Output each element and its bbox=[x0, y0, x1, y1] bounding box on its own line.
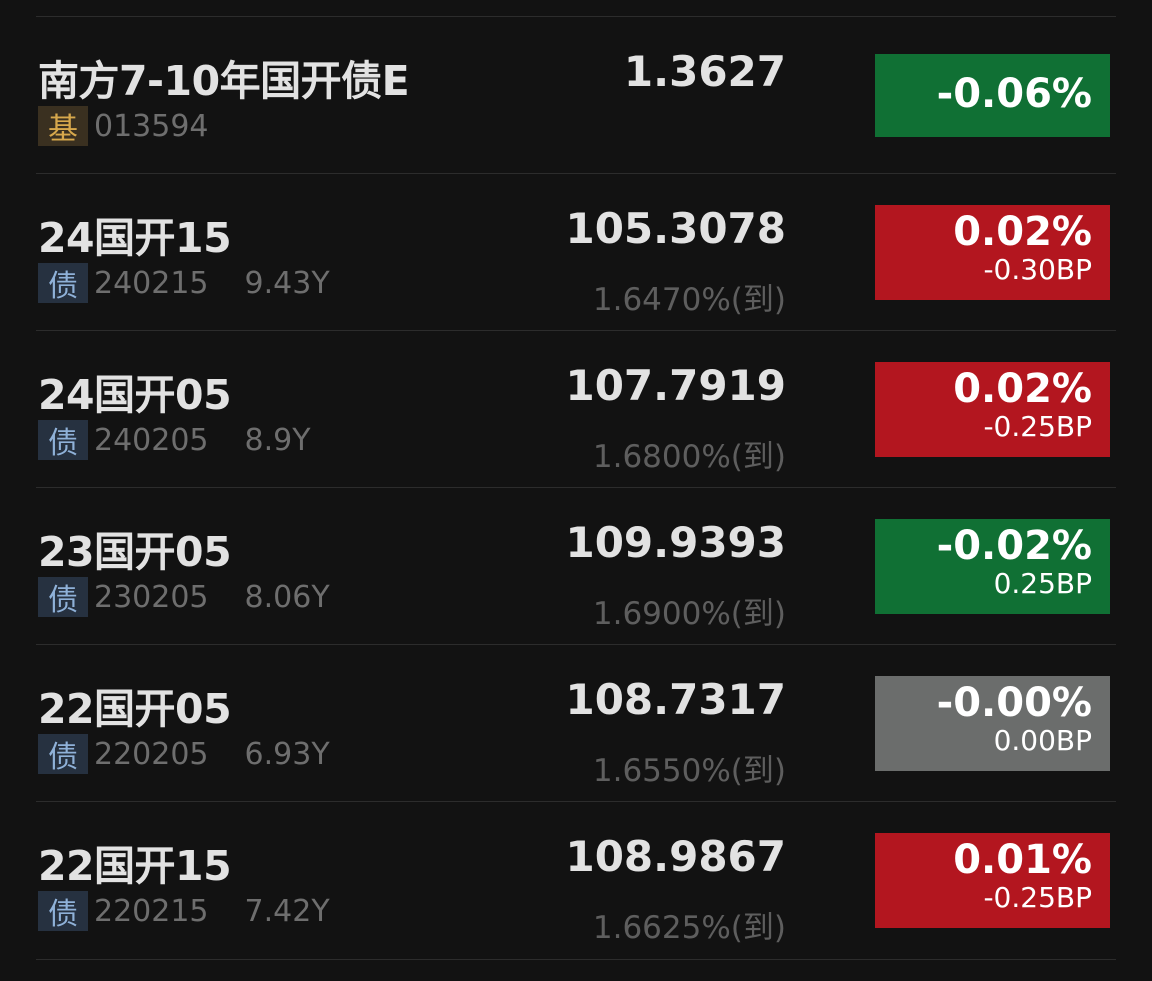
change-box[interactable]: -0.00% 0.00BP bbox=[875, 676, 1110, 771]
price: 108.9867 bbox=[565, 832, 786, 881]
change-box[interactable]: 0.01% -0.25BP bbox=[875, 833, 1110, 928]
change-bp: -0.25BP bbox=[983, 410, 1092, 443]
security-name: 22国开05 bbox=[38, 685, 232, 733]
price: 109.9393 bbox=[565, 518, 786, 567]
change-box[interactable]: -0.06% bbox=[875, 54, 1110, 137]
security-name: 24国开15 bbox=[38, 214, 232, 262]
security-name: 22国开15 bbox=[38, 842, 232, 890]
security-meta: 债 220215 7.42Y bbox=[38, 891, 330, 932]
remaining-term: 8.9Y bbox=[244, 422, 311, 458]
security-meta: 债 230205 8.06Y bbox=[38, 577, 330, 618]
security-code: 220215 bbox=[94, 893, 209, 929]
change-percent: -0.02% bbox=[936, 523, 1092, 569]
change-percent: 0.02% bbox=[953, 366, 1092, 412]
price: 107.7919 bbox=[565, 361, 786, 410]
change-bp: 0.25BP bbox=[993, 567, 1092, 600]
price: 108.7317 bbox=[565, 675, 786, 724]
change-box[interactable]: 0.02% -0.25BP bbox=[875, 362, 1110, 457]
change-percent: -0.00% bbox=[936, 680, 1092, 726]
quote-row[interactable]: 22国开05 债 220205 6.93Y 108.7317 1.6550%(到… bbox=[36, 644, 1116, 802]
bond-type-badge: 债 bbox=[38, 891, 88, 932]
quote-row[interactable]: 24国开05 债 240205 8.9Y 107.7919 1.6800%(到)… bbox=[36, 330, 1116, 488]
change-percent: 0.01% bbox=[953, 837, 1092, 883]
remaining-term: 6.93Y bbox=[244, 736, 330, 772]
security-code: 240215 bbox=[94, 265, 209, 301]
security-name: 24国开05 bbox=[38, 371, 232, 419]
price: 105.3078 bbox=[565, 204, 786, 253]
remaining-term: 7.42Y bbox=[244, 893, 330, 929]
bond-type-badge: 债 bbox=[38, 577, 88, 618]
security-code: 220205 bbox=[94, 736, 209, 772]
security-code: 013594 bbox=[94, 108, 209, 144]
quote-row[interactable]: 24国开15 债 240215 9.43Y 105.3078 1.6470%(到… bbox=[36, 173, 1116, 331]
change-box[interactable]: -0.02% 0.25BP bbox=[875, 519, 1110, 614]
yield-to-maturity: 1.6550%(到) bbox=[592, 753, 786, 789]
security-code: 230205 bbox=[94, 579, 209, 615]
yield-to-maturity: 1.6800%(到) bbox=[592, 439, 786, 475]
quote-row[interactable]: 22国开15 债 220215 7.42Y 108.9867 1.6625%(到… bbox=[36, 801, 1116, 960]
security-code: 240205 bbox=[94, 422, 209, 458]
change-bp: 0.00BP bbox=[993, 724, 1092, 757]
security-name: 23国开05 bbox=[38, 528, 232, 576]
change-percent: 0.02% bbox=[953, 209, 1092, 255]
quote-row[interactable]: 南方7-10年国开债E 基 013594 1.3627 -0.06% bbox=[36, 16, 1116, 174]
quote-row[interactable]: 23国开05 债 230205 8.06Y 109.9393 1.6900%(到… bbox=[36, 487, 1116, 645]
security-meta: 债 240215 9.43Y bbox=[38, 263, 330, 304]
bond-type-badge: 债 bbox=[38, 420, 88, 461]
fund-type-badge: 基 bbox=[38, 106, 88, 147]
bond-type-badge: 债 bbox=[38, 263, 88, 304]
remaining-term: 9.43Y bbox=[244, 265, 330, 301]
security-meta: 基 013594 bbox=[38, 106, 209, 147]
change-percent: -0.06% bbox=[936, 71, 1092, 117]
price: 1.3627 bbox=[623, 47, 786, 96]
bond-type-badge: 债 bbox=[38, 734, 88, 775]
change-bp: -0.30BP bbox=[983, 253, 1092, 286]
yield-to-maturity: 1.6625%(到) bbox=[592, 910, 786, 946]
yield-to-maturity: 1.6470%(到) bbox=[592, 282, 786, 318]
change-box[interactable]: 0.02% -0.30BP bbox=[875, 205, 1110, 300]
yield-to-maturity: 1.6900%(到) bbox=[592, 596, 786, 632]
security-meta: 债 240205 8.9Y bbox=[38, 420, 311, 461]
security-meta: 债 220205 6.93Y bbox=[38, 734, 330, 775]
change-bp: -0.25BP bbox=[983, 881, 1092, 914]
security-name: 南方7-10年国开债E bbox=[38, 57, 410, 105]
remaining-term: 8.06Y bbox=[244, 579, 330, 615]
